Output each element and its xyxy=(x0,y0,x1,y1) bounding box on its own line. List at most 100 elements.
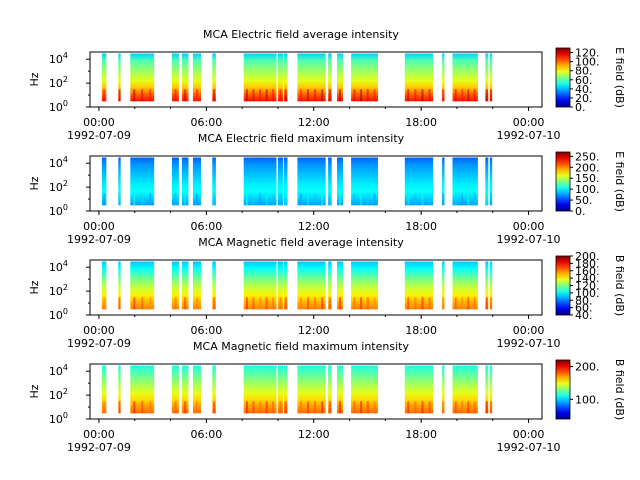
heatmap-segment xyxy=(192,261,201,310)
heatmap-streak xyxy=(314,401,317,414)
heatmap-segment xyxy=(404,365,434,414)
colorbar-label: B field (dB) xyxy=(613,255,626,316)
axes-frame xyxy=(89,259,543,316)
heatmap-streak xyxy=(279,297,282,310)
colorbar-tick-label: 180. xyxy=(575,257,600,270)
heatmap-segment xyxy=(101,365,107,414)
heatmap-streak xyxy=(373,297,376,310)
colorbar xyxy=(555,359,571,420)
heatmap-segment xyxy=(485,365,489,414)
heatmap-streak xyxy=(421,89,424,102)
heatmap-streak xyxy=(314,297,317,310)
x-tick-label: 12:00 xyxy=(298,324,330,337)
heatmap-segment xyxy=(118,157,121,206)
heatmap-streak xyxy=(299,89,302,102)
heatmap-streak xyxy=(252,297,255,310)
heatmap-streak xyxy=(428,89,431,102)
colorbar xyxy=(555,47,571,108)
heatmap-streak xyxy=(485,89,488,102)
heatmap-streak xyxy=(213,297,216,310)
heatmap-segment xyxy=(351,261,378,310)
heatmap-segment xyxy=(328,157,332,206)
heatmap-streak xyxy=(307,89,309,102)
heatmap-segment xyxy=(442,365,445,414)
colorbar-tick-label: 20. xyxy=(575,92,593,105)
heatmap-streak xyxy=(314,89,317,102)
heatmap-segment xyxy=(452,53,478,102)
heatmap-streak xyxy=(360,89,363,102)
x-tick-label: 06:00 xyxy=(191,116,223,129)
heatmap-segment xyxy=(192,53,201,102)
colorbar-tick-label: 40. xyxy=(575,83,593,96)
x-tick-label: 12:00 xyxy=(298,220,330,233)
heatmap-segment xyxy=(101,157,107,206)
heatmap-streak xyxy=(328,297,331,310)
x-tick-label: 06:00 xyxy=(191,428,223,441)
heatmap-streak xyxy=(307,401,309,414)
heatmap-streak xyxy=(421,401,424,414)
heatmap-streak xyxy=(118,401,121,414)
heatmap-streak xyxy=(328,401,331,414)
heatmap-streak xyxy=(118,193,121,206)
heatmap-streak xyxy=(373,401,376,414)
heatmap-streak xyxy=(353,297,356,310)
heatmap-streak xyxy=(414,193,417,206)
y-tick-label: 100 xyxy=(49,99,68,114)
heatmap-segment xyxy=(297,53,326,102)
colorbar-label: B field (dB) xyxy=(613,359,626,420)
heatmap-streak xyxy=(407,89,410,102)
heatmap-segment xyxy=(328,365,332,414)
heatmap-streak xyxy=(299,297,302,310)
heatmap-streak xyxy=(442,193,445,206)
heatmap-streak xyxy=(421,193,424,206)
heatmap-streak xyxy=(339,401,341,414)
heatmap-streak xyxy=(428,401,431,414)
heatmap-segment xyxy=(489,53,493,102)
heatmap-segment xyxy=(212,261,216,310)
heatmap-segment xyxy=(130,157,155,206)
heatmap-streak xyxy=(184,89,187,102)
heatmap-segment xyxy=(489,365,493,414)
chart-title: MCA Magnetic field maximum intensity xyxy=(193,340,409,353)
heatmap-streak xyxy=(272,297,275,310)
colorbar-label: E field (dB) xyxy=(613,47,626,108)
heatmap-segment xyxy=(130,53,155,102)
heatmap-streak xyxy=(245,193,248,206)
heatmap-segment xyxy=(489,261,493,310)
heatmap-segment xyxy=(118,365,121,414)
x-tick-label: 00:00 xyxy=(83,220,115,233)
colorbar-tick-label: 0. xyxy=(575,205,586,218)
heatmap-segment xyxy=(283,365,288,414)
heatmap-segment xyxy=(101,261,107,310)
heatmap-streak xyxy=(321,401,324,414)
heatmap-streak xyxy=(133,193,136,206)
colorbar-tick-label: 80. xyxy=(575,294,593,307)
heatmap-streak xyxy=(259,297,262,310)
heatmap-streak xyxy=(353,193,356,206)
x-tick-label: 06:00 xyxy=(191,220,223,233)
heatmap-streak xyxy=(328,89,331,102)
heatmap-streak xyxy=(473,89,476,102)
colorbar xyxy=(555,151,571,212)
heatmap-segment xyxy=(118,53,121,102)
y-tick-label: 104 xyxy=(49,363,68,378)
y-tick-label: 102 xyxy=(49,283,68,298)
heatmap-streak xyxy=(196,89,198,102)
heatmap-streak xyxy=(353,401,356,414)
heatmap-streak xyxy=(196,297,198,310)
heatmap-streak xyxy=(321,193,324,206)
heatmap-streak xyxy=(473,297,476,310)
heatmap-segment xyxy=(404,53,434,102)
heatmap-streak xyxy=(252,193,255,206)
x-tick-label: 00:00 xyxy=(513,428,545,441)
chart-title: MCA Electric field average intensity xyxy=(203,28,399,41)
heatmap-streak xyxy=(467,89,470,102)
heatmap-streak xyxy=(414,89,417,102)
heatmap-streak xyxy=(467,193,470,206)
heatmap-segment xyxy=(192,157,201,206)
heatmap-streak xyxy=(103,401,106,414)
heatmap-streak xyxy=(373,89,376,102)
heatmap-streak xyxy=(174,89,177,102)
heatmap-segment xyxy=(101,53,107,102)
y-tick-label: 100 xyxy=(49,411,68,426)
